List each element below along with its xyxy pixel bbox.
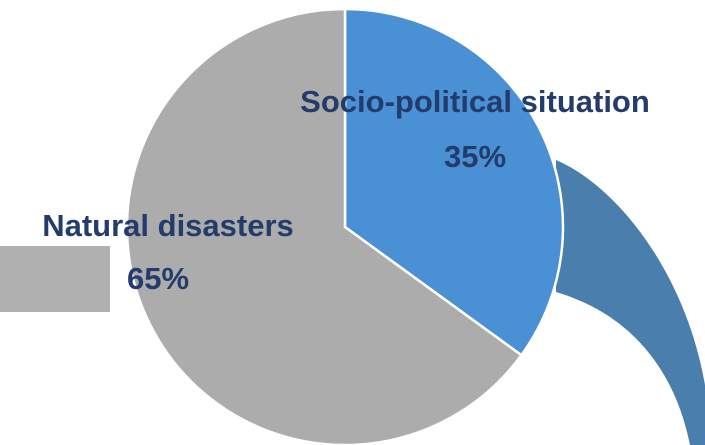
blue-callout-curve <box>556 160 705 445</box>
slice-value-socio-political: 35% <box>444 139 506 174</box>
slice-value-natural-disasters: 65% <box>127 261 189 296</box>
slice-label-natural-disasters: Natural disasters <box>42 208 294 243</box>
pie-slice-1 <box>125 7 523 445</box>
pie-slices <box>125 7 565 445</box>
slice-label-socio-political: Socio-political situation <box>300 84 650 119</box>
gray-callout-bar <box>0 246 110 312</box>
pie-slice-0 <box>343 7 565 357</box>
